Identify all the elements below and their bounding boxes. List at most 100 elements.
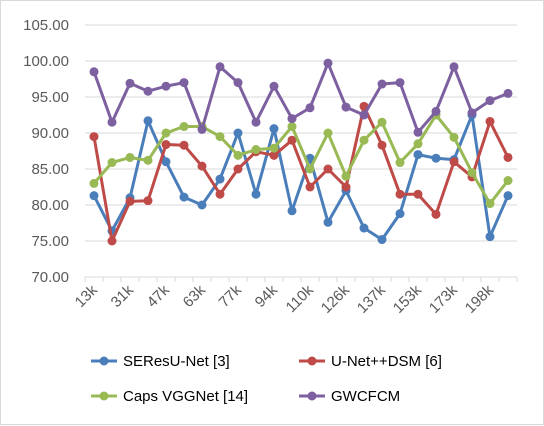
data-point [287,122,297,132]
data-point [125,196,135,206]
data-point [377,235,387,245]
series-3 [89,58,513,137]
data-point [233,128,243,138]
data-point [431,106,441,116]
data-point [107,158,117,168]
data-point [89,191,99,201]
x-tick-label: 94k [252,281,281,310]
data-point [269,150,279,160]
data-point [467,108,477,118]
data-point [395,158,405,168]
data-point [359,223,369,233]
data-point [323,164,333,174]
series-line [92,61,509,134]
data-point [143,86,153,96]
legend-marker [99,356,109,366]
data-point [413,150,423,160]
data-point [449,132,459,142]
data-point [143,196,153,206]
data-point [359,110,369,120]
data-point [89,132,99,142]
legend-marker [307,391,317,401]
data-point [251,189,261,199]
x-tick-label: 47k [144,281,173,310]
legend-item: SEResU-Net [3] [91,353,230,370]
x-tick-label: 126k [318,281,353,316]
data-point [161,81,171,91]
data-point [287,114,297,124]
data-point [503,152,513,162]
x-tick-label: 137k [354,281,389,316]
data-point [323,58,333,68]
data-point [269,143,279,153]
data-point [467,168,477,178]
y-tick-label: 105.00 [23,17,69,34]
data-point [125,152,135,162]
data-point [215,189,225,199]
data-point [215,132,225,142]
y-tick-label: 70.00 [31,269,69,286]
data-point [161,128,171,138]
x-tick-label: 173k [426,281,461,316]
legend-label: Caps VGGNet [14] [123,388,248,405]
x-axis [84,276,518,282]
x-tick-label: 198k [462,281,497,316]
data-point [251,117,261,127]
data-point [503,88,513,98]
data-point [107,236,117,246]
x-tick-label: 77k [216,281,245,310]
data-point [305,182,315,192]
legend-marker [307,356,317,366]
data-point [215,62,225,72]
data-point [485,199,495,209]
data-point [197,124,207,134]
y-tick-label: 90.00 [31,125,69,142]
data-point [89,178,99,188]
data-point [143,116,153,126]
data-point [485,116,495,126]
data-point [485,232,495,242]
series-line [92,113,510,206]
data-point [233,78,243,88]
data-point [377,79,387,89]
data-point [449,157,459,167]
x-tick-label: 153k [390,281,425,316]
data-point [413,139,423,149]
data-point [359,135,369,145]
y-tick-label: 95.00 [31,89,69,106]
data-point [341,171,351,181]
data-point [503,176,513,186]
data-point [323,128,333,138]
data-point [323,217,333,227]
data-point [395,189,405,199]
data-point [179,78,189,88]
data-point [413,189,423,199]
data-point [197,200,207,210]
data-point [161,140,171,150]
series-lines [89,58,513,246]
legend-marker [99,391,109,401]
data-point [161,157,171,167]
data-point [233,164,243,174]
data-point [485,96,495,106]
data-point [449,62,459,72]
x-tick-label: 63k [180,281,209,310]
data-point [215,174,225,184]
data-point [431,209,441,219]
legend-item: Caps VGGNet [14] [91,388,248,405]
data-point [197,161,207,171]
data-point [395,209,405,219]
data-point [269,81,279,91]
data-point [305,164,315,174]
data-point [251,145,261,155]
legend-label: SEResU-Net [3] [123,353,230,370]
legend-label: U-Net++DSM [6] [331,353,442,370]
data-point [377,140,387,150]
series-1 [89,101,513,246]
data-point [413,127,423,137]
data-point [179,122,189,132]
data-point [287,135,297,145]
legend-item: GWCFCM [299,388,400,405]
data-point [341,102,351,112]
